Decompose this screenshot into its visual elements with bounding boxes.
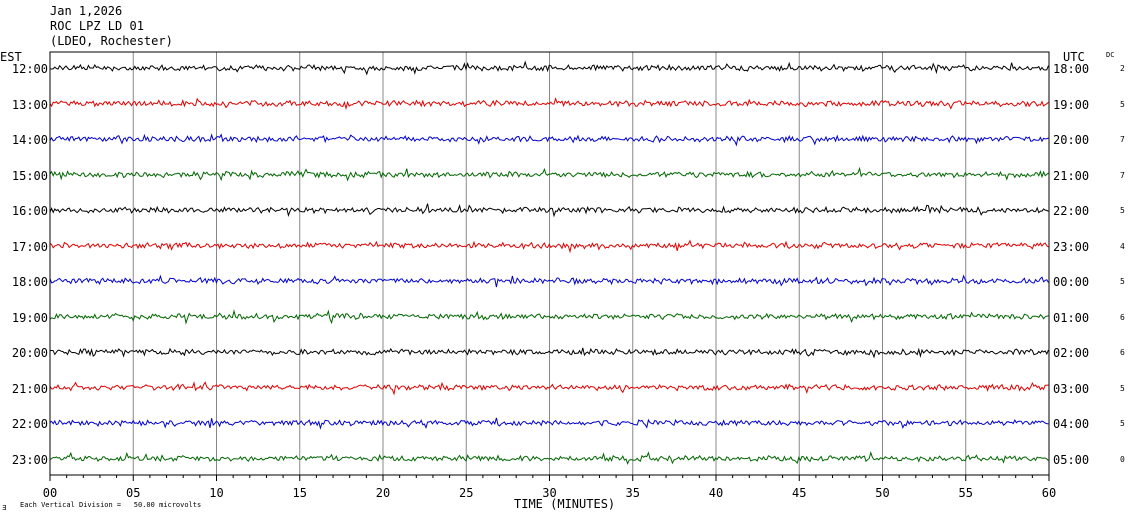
x-axis-title: TIME (MINUTES) [514, 497, 616, 511]
station-network: (LDEO, Rochester) [50, 34, 173, 48]
est-hour-label: 18:00 [11, 275, 48, 289]
est-hour-label: 23:00 [11, 452, 48, 467]
est-hour-label: 12:00 [11, 62, 48, 76]
x-tick-label: 10 [209, 486, 224, 500]
x-tick-label: 40 [708, 486, 724, 500]
trace-1300 [49, 97, 1049, 111]
est-hour-label: 19:00 [11, 310, 48, 325]
dc-offset-value: 6 [1120, 348, 1125, 357]
grid-lines [132, 52, 967, 475]
dc-offset-value: 7 [1120, 170, 1125, 180]
x-tick-label: 15 [292, 486, 307, 500]
x-tick-label: 20 [375, 486, 391, 500]
utc-hour-label: 19:00 [1053, 97, 1090, 112]
dc-offset-value: 5 [1120, 419, 1125, 428]
est-hour-label: 16:00 [11, 204, 48, 218]
x-tick-label: 30 [542, 486, 557, 500]
dc-offset-value: 5 [1120, 99, 1125, 109]
x-tick-label: 05 [126, 486, 141, 500]
utc-hour-label: 03:00 [1053, 381, 1090, 396]
trace-1800 [49, 274, 1049, 288]
est-hour-label: 17:00 [11, 239, 48, 254]
dc-offset-value: 0 [1120, 454, 1125, 464]
vertical-division-note: Each Vertical Division = 50.00 microvolt… [20, 501, 202, 509]
utc-hour-label: 01:00 [1053, 310, 1090, 325]
x-tick-label: 60 [1041, 486, 1057, 500]
x-tick-label: 00 [42, 486, 58, 500]
lab-logo: Ǝ [2, 504, 7, 512]
station-id: ROC LPZ LD 01 [50, 19, 144, 33]
est-hour-label: 15:00 [11, 168, 48, 183]
est-hour-label: 13:00 [11, 97, 48, 112]
x-axis-ticks [49, 475, 1050, 481]
trace-1200 [49, 60, 1049, 76]
x-tick-label: 50 [875, 486, 890, 500]
dc-offset-value: 6 [1120, 312, 1125, 322]
trace-2200 [49, 417, 1049, 430]
trace-2000 [49, 347, 1049, 359]
est-hour-label: 22:00 [11, 417, 48, 431]
est-hour-label: 20:00 [11, 346, 48, 360]
x-tick-label: 45 [792, 486, 807, 500]
utc-hour-label: 23:00 [1053, 239, 1090, 254]
utc-hour-label: 21:00 [1053, 168, 1090, 183]
trace-2300 [49, 451, 1049, 465]
utc-hour-label: 20:00 [1053, 133, 1090, 147]
utc-hour-label: 00:00 [1053, 275, 1090, 289]
trace-2100 [49, 381, 1049, 396]
x-tick-label: 25 [459, 486, 474, 500]
x-tick-label: 55 [958, 486, 973, 500]
seismic-traces [49, 60, 1049, 465]
trace-1500 [49, 166, 1049, 182]
dc-offset-value: 2 [1120, 64, 1125, 73]
dc-offset-value: 5 [1120, 277, 1125, 286]
dc-offset-value: 5 [1120, 206, 1125, 215]
left-timezone: EST [0, 50, 22, 64]
trace-1700 [49, 239, 1049, 254]
dc-offset-value: 7 [1120, 135, 1125, 144]
utc-hour-label: 04:00 [1053, 417, 1090, 431]
utc-hour-label: 02:00 [1053, 346, 1090, 360]
dc-offset-value: 5 [1120, 383, 1125, 393]
utc-hour-label: 22:00 [1053, 204, 1090, 218]
header-block: Jan 1,2026 ROC LPZ LD 01 (LDEO, Rochester) [50, 4, 173, 49]
trace-1900 [49, 309, 1049, 325]
utc-hour-label: 05:00 [1053, 452, 1090, 467]
record-date: Jan 1,2026 [50, 4, 123, 18]
right-timezone: UTC [1063, 50, 1085, 64]
dc-offset-value: 4 [1120, 241, 1125, 251]
est-hour-label: 14:00 [11, 133, 48, 147]
utc-hour-label: 18:00 [1053, 62, 1090, 76]
trace-1600 [49, 203, 1049, 218]
est-hour-label: 21:00 [11, 381, 48, 396]
dc-header: DC [1106, 51, 1115, 59]
x-tick-label: 35 [625, 486, 640, 500]
trace-1400 [49, 133, 1049, 147]
